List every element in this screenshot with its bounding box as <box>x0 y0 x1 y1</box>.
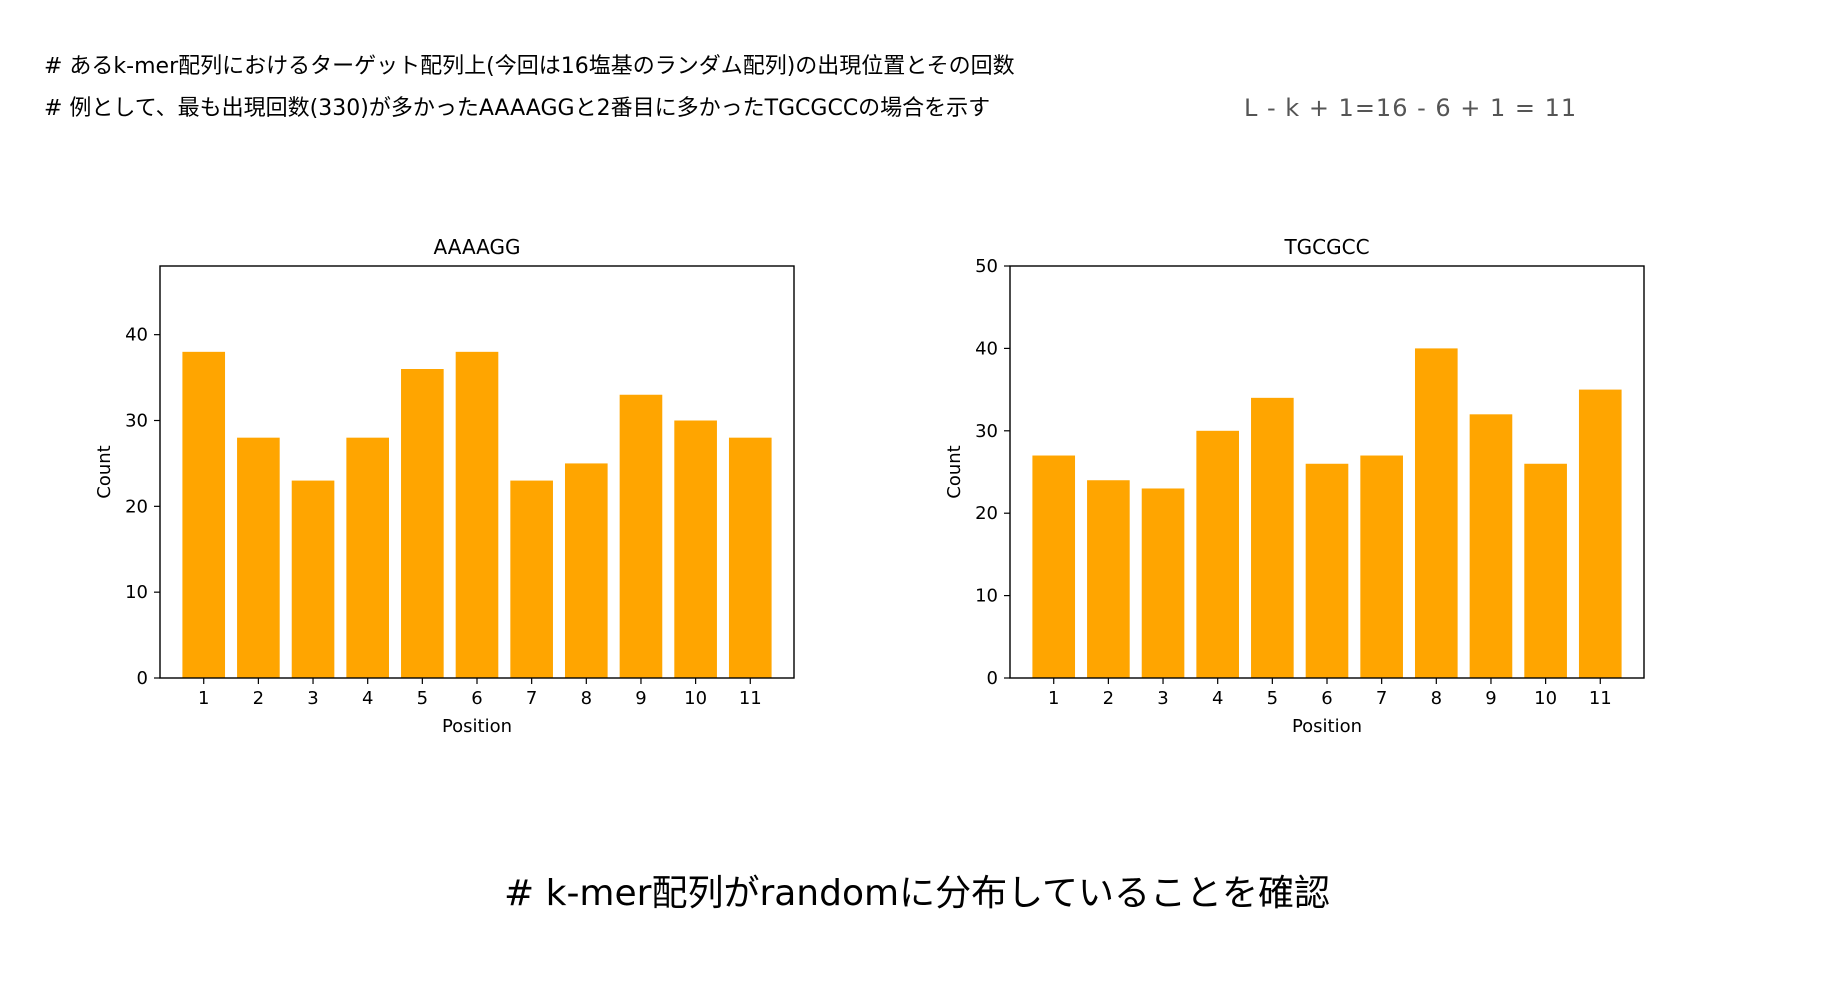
aaaagg-xtick-label-5: 5 <box>417 688 428 709</box>
tgcgcc-xlabel: Position <box>1292 716 1362 737</box>
aaaagg-xtick-label-2: 2 <box>253 688 264 709</box>
aaaagg-ytick-label-30: 30 <box>125 411 148 432</box>
tgcgcc-xtick-label-9: 9 <box>1485 688 1496 709</box>
tgcgcc-ytick-label-20: 20 <box>975 503 998 524</box>
aaaagg-xtick-label-7: 7 <box>526 688 537 709</box>
tgcgcc-ytick-label-10: 10 <box>975 586 998 607</box>
aaaagg-bar-3 <box>291 480 335 678</box>
tgcgcc-bar-10 <box>1524 463 1567 678</box>
tgcgcc-xtick-label-1: 1 <box>1048 688 1059 709</box>
aaaagg-xtick-label-6: 6 <box>471 688 482 709</box>
conclusion-text: # k-mer配列がrandomに分布していることを確認 <box>503 873 1330 914</box>
tgcgcc-ytick-label-30: 30 <box>975 421 998 442</box>
aaaagg-xtick-label-1: 1 <box>198 688 209 709</box>
aaaagg-xlabel: Position <box>442 716 512 737</box>
aaaagg-bar-5 <box>401 369 444 678</box>
aaaagg-bar-2 <box>237 437 280 678</box>
aaaagg-bar-7 <box>510 480 553 678</box>
aaaagg-bar-9 <box>619 394 663 678</box>
aaaagg-xtick-label-10: 10 <box>684 688 707 709</box>
tgcgcc-xtick-label-3: 3 <box>1157 688 1168 709</box>
aaaagg-xtick-label-11: 11 <box>739 688 762 709</box>
tgcgcc-xtick-label-11: 11 <box>1589 688 1612 709</box>
tgcgcc-bar-8 <box>1414 348 1458 678</box>
aaaagg-ytick-label-20: 20 <box>125 496 148 517</box>
tgcgcc-bar-4 <box>1196 430 1239 678</box>
aaaagg-ylabel: Count <box>94 445 115 498</box>
tgcgcc-bar-11 <box>1578 389 1622 678</box>
aaaagg-xtick-label-8: 8 <box>581 688 592 709</box>
tgcgcc-bar-6 <box>1305 463 1349 678</box>
chart-aaaagg-svg: AAAAGG 1 2 3 4 5 6 7 8 9 10 11 0 10 20 30 40 Position Coun… <box>94 235 795 737</box>
tgcgcc-xtick-label-7: 7 <box>1376 688 1387 709</box>
aaaagg-bar-6 <box>455 351 499 678</box>
aaaagg-bar-1 <box>182 351 226 678</box>
tgcgcc-bar-5 <box>1251 397 1294 678</box>
aaaagg-bar-4 <box>346 437 389 678</box>
tgcgcc-ytick-label-40: 40 <box>975 338 998 359</box>
chart-aaaagg: AAAAGG 1 2 3 4 5 6 7 8 9 10 11 0 10 20 30 40 Position Coun… <box>80 228 820 772</box>
tgcgcc-bar-9 <box>1469 414 1513 678</box>
tgcgcc-xtick-label-4: 4 <box>1212 688 1223 709</box>
note-line-2: # 例として、最も出現回数(330)が多かったAAAAGGと2番目に多かったTG… <box>44 96 991 121</box>
chart-tgcgcc: TGCGCC 1 2 3 4 5 6 7 8 9 10 11 0 10 20 30 40 50 Position Co… <box>930 228 1670 772</box>
tgcgcc-ytick-label-0: 0 <box>987 668 998 689</box>
chart-tgcgcc-svg: TGCGCC 1 2 3 4 5 6 7 8 9 10 11 0 10 20 30 40 50 Position Co… <box>944 235 1645 737</box>
tgcgcc-xtick-label-5: 5 <box>1267 688 1278 709</box>
aaaagg-xtick-label-9: 9 <box>635 688 646 709</box>
aaaagg-ytick-label-0: 0 <box>137 668 148 689</box>
aaaagg-title: AAAAGG <box>433 235 520 259</box>
aaaagg-xtick-label-4: 4 <box>362 688 373 709</box>
tgcgcc-title: TGCGCC <box>1283 235 1369 259</box>
tgcgcc-xtick-label-10: 10 <box>1534 688 1557 709</box>
tgcgcc-bar-3 <box>1141 488 1185 678</box>
aaaagg-ytick-label-40: 40 <box>125 325 148 346</box>
aaaagg-bar-8 <box>564 463 608 678</box>
tgcgcc-xtick-label-6: 6 <box>1321 688 1332 709</box>
tgcgcc-bar-7 <box>1360 455 1403 678</box>
note-line-1: # あるk-mer配列におけるターゲット配列上(今回は16塩基のランダム配列)の… <box>44 54 1015 79</box>
aaaagg-xtick-label-3: 3 <box>307 688 318 709</box>
aaaagg-ytick-label-10: 10 <box>125 582 148 603</box>
tgcgcc-xtick-label-2: 2 <box>1103 688 1114 709</box>
tgcgcc-bar-2 <box>1087 480 1130 678</box>
formula-text: L - k + 1=16 - 6 + 1 = 11 <box>1244 94 1578 122</box>
aaaagg-bar-10 <box>674 420 717 678</box>
tgcgcc-bar-1 <box>1032 455 1076 678</box>
aaaagg-bar-11 <box>728 437 772 678</box>
tgcgcc-xtick-label-8: 8 <box>1431 688 1442 709</box>
tgcgcc-ylabel: Count <box>944 445 965 498</box>
tgcgcc-ytick-label-50: 50 <box>975 256 998 277</box>
